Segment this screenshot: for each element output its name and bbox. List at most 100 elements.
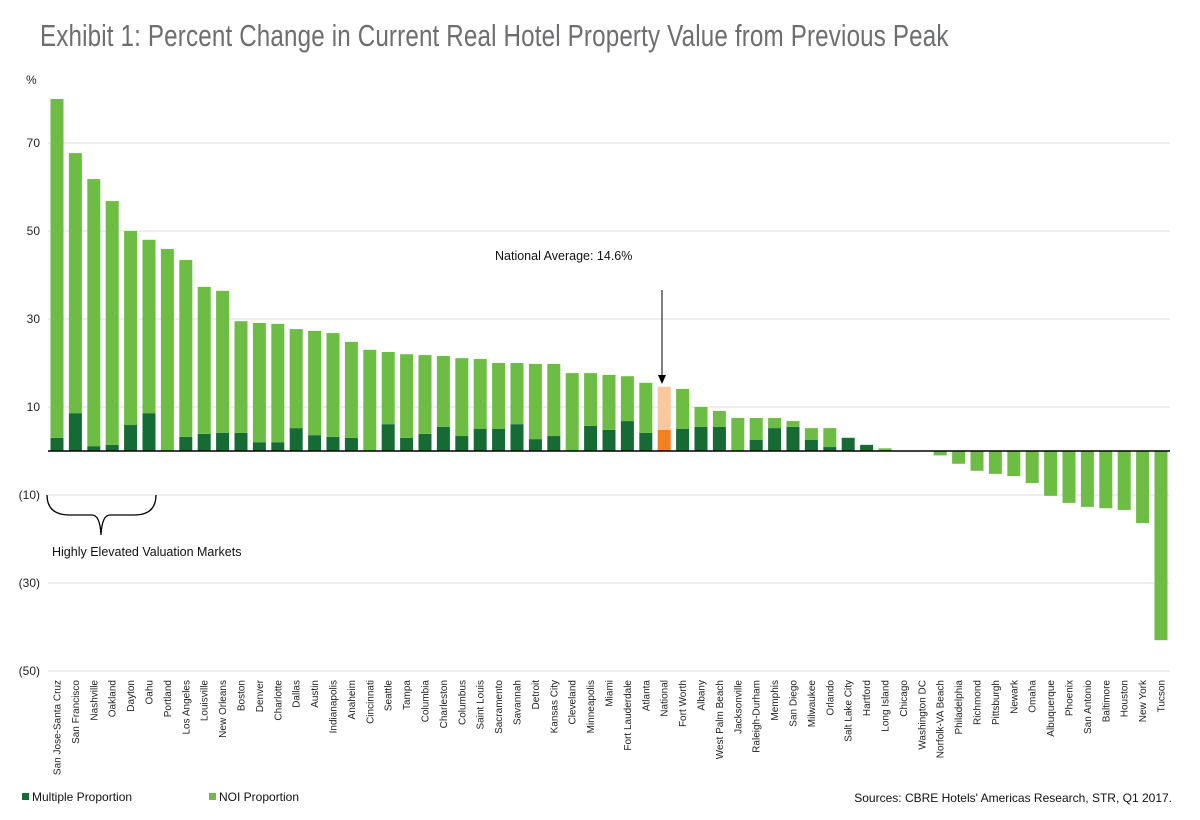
x-tick-label: Richmond [973,680,984,725]
y-tick-label: 30 [27,312,41,326]
x-tick-label: Cleveland [568,680,579,724]
bar-noi-boston [234,321,248,433]
bar-multiple-salt-lake-city [841,437,855,451]
bar-noi-new-orleans [216,290,230,433]
x-tick-label: Tampa [402,680,413,710]
bar-multiple-savannah [510,424,524,451]
x-tick-label: Savannah [513,680,524,725]
x-tick-label: Raleigh-Durham [752,680,763,753]
x-tick-label: San Antonio [1083,680,1094,734]
bar-noi-raleigh-durham [749,418,763,440]
x-tick-label: Norfolk-VA Beach [936,680,947,758]
bar-noi-pittsburgh [988,451,1002,474]
bar-noi-memphis [768,418,782,429]
bar-multiple-detroit [528,439,542,451]
x-tick-label: New York [1138,679,1149,722]
x-tick-label: San Francisco [71,680,82,744]
bar-noi-cleveland [565,373,579,451]
bar-multiple-miami [602,429,616,451]
bar-noi-columbus [455,358,469,437]
x-tick-label: Denver [255,679,266,712]
bar-multiple-charlotte [271,442,285,451]
x-tick-label: Nashville [89,680,100,721]
bar-noi-milwaukee [804,428,818,440]
bar-noi-detroit [528,363,542,440]
x-tick-label: Detroit [531,680,542,710]
x-tick-label: Oakland [108,680,119,717]
bar-noi-san-antonio [1080,451,1094,507]
x-tick-label: Long Island [881,680,892,732]
x-tick-label: Cincinnati [365,680,376,724]
bar-multiple-oakland [105,444,119,451]
y-tick-label: (50) [19,664,40,678]
y-axis-label: % [26,73,37,87]
x-tick-label: San Diego [789,680,800,727]
national-average-annotation: National Average: 14.6% [495,249,632,263]
bar-noi-san-diego [786,421,800,427]
x-tick-label: Milwaukee [807,680,818,728]
bar-noi-albuquerque [1044,451,1058,496]
x-tick-label: Phoenix [1065,680,1076,716]
arrow-head-icon [658,375,666,384]
x-tick-label: Portland [163,680,174,717]
bar-noi-columbia [418,355,432,434]
bar-noi-orlando [823,428,837,448]
x-tick-label: Houston [1120,680,1131,717]
x-tick-label: Albany [697,680,708,711]
y-tick-label: (30) [19,576,40,590]
x-tick-label: Louisville [200,680,211,722]
x-tick-label: Dallas [292,680,303,708]
x-tick-label: Atlanta [641,680,652,712]
bar-multiple-columbus [455,436,469,451]
bar-noi-dallas [289,329,303,429]
x-tick-label: Los Angeles [181,680,192,735]
x-tick-label: Charleston [439,680,450,728]
bar-noi-savannah [510,363,524,425]
bar-noi-kansas-city [547,363,561,437]
bar-multiple-atlanta [639,432,653,451]
bar-multiple-raleigh-durham [749,440,763,451]
bar-multiple-san-diego [786,426,800,451]
x-tick-label: Sacramento [494,680,505,734]
x-tick-label: Charlotte [273,680,284,721]
bar-multiple-denver [252,442,266,451]
x-tick-label: Tucson [1157,680,1168,712]
bar-noi-los-angeles [179,260,193,437]
bar-multiple-nashville [87,446,101,451]
bar-multiple-los-angeles [179,436,193,451]
bar-multiple-albany [694,426,708,451]
x-tick-label: Columbus [457,680,468,725]
bar-noi-charlotte [271,323,285,443]
bar-noi-saint-louis [473,359,487,429]
bar-noi-sacramento [492,363,506,429]
bar-noi-anaheim [344,341,358,438]
bar-noi-albany [694,407,708,427]
x-tick-label: Pittsburgh [991,680,1002,725]
bar-noi-minneapolis [584,373,598,426]
bar-multiple-milwaukee [804,440,818,451]
bar-noi-omaha [1025,451,1039,484]
bar-noi-dayton [124,231,138,426]
bar-noi-fort-lauderdale [620,376,634,422]
y-tick-label: 10 [27,400,41,414]
x-tick-label: Baltimore [1101,680,1112,723]
source-note: Sources: CBRE Hotels' Americas Research,… [854,791,1172,805]
bar-multiple-san-jose-santa-cruz [50,437,64,451]
x-tick-label: New Orleans [218,680,229,738]
bar-multiple-austin [308,435,322,451]
x-tick-label: Fort Worth [678,680,689,727]
x-tick-label: Miami [605,680,616,707]
bar-multiple-dallas [289,428,303,451]
bar-noi-indianapolis [326,333,340,437]
bar-noi-richmond [970,451,984,471]
bar-noi-newark [1007,451,1021,477]
x-tick-label: Memphis [770,680,781,721]
bar-noi-san-francisco [68,153,82,414]
bar-noi-miami [602,374,616,430]
bar-noi-long-island [878,448,892,451]
bar-noi-seattle [381,352,395,425]
x-tick-label: Austin [310,680,321,708]
x-tick-label: Salt Lake City [844,680,855,742]
bar-noi-oakland [105,201,119,445]
